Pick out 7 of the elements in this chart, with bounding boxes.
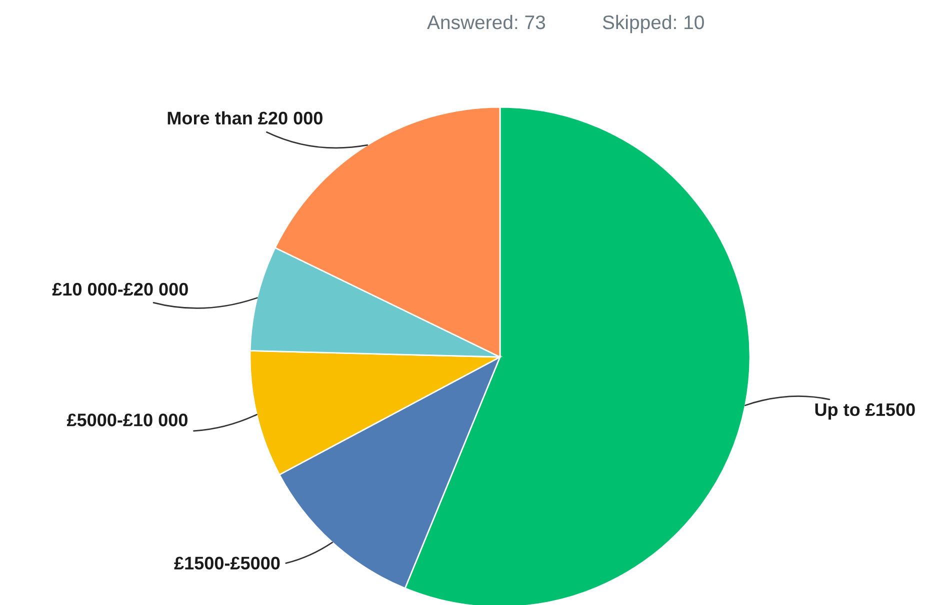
text: Skipped: 10: [602, 14, 704, 34]
slice-label: £1500-£5000: [174, 556, 280, 570]
slice-label: £5000-£10 000: [66, 414, 188, 426]
slice-label: £10 000-£20 000: [52, 282, 188, 296]
slice-label: Up to £1500: [815, 403, 915, 420]
slice-label: More than £20 000: [168, 111, 322, 124]
text: Answered: 73: [427, 14, 546, 30]
